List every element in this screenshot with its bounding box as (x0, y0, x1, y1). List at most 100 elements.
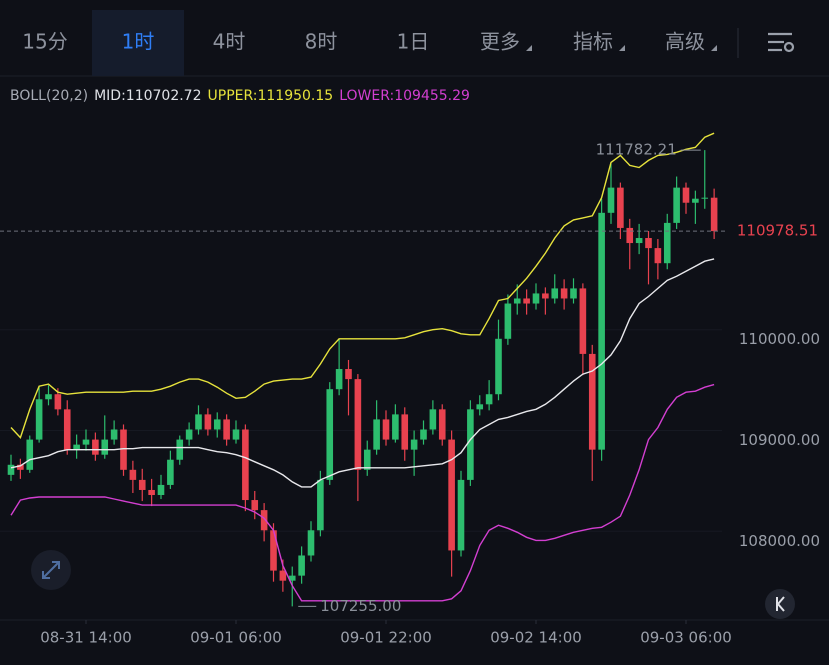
candle-body (607, 187, 615, 213)
candle-body (317, 479, 324, 531)
candle-body (663, 222, 671, 264)
candle-body (157, 484, 165, 496)
candle-body (148, 489, 155, 496)
candle-body (523, 298, 530, 304)
candle-body (270, 530, 277, 571)
candle-body (354, 379, 362, 470)
indicator-name: BOLL(20,2) (10, 88, 88, 104)
mid-label: MID:110702.72 (94, 88, 201, 104)
tab[interactable]: 更多 (480, 30, 520, 54)
candle-body (223, 419, 230, 440)
x-tick-label: 09-02 14:00 (490, 629, 582, 647)
candle-body (345, 369, 352, 380)
dropdown-triangle (526, 45, 532, 51)
back-to-latest-button[interactable] (765, 589, 795, 619)
candle-body (138, 479, 146, 490)
candle-body (213, 419, 221, 430)
y-tick-label: 109000.00 (739, 431, 820, 449)
candle-body (504, 303, 512, 339)
boll-line (10, 383, 715, 602)
dropdown-triangle (711, 45, 717, 51)
candle-body (373, 419, 380, 450)
candle-body (129, 469, 137, 480)
tab[interactable]: 8时 (305, 30, 338, 54)
candle-body (420, 429, 427, 440)
tab[interactable]: 高级 (665, 30, 705, 54)
candle-body (673, 187, 680, 223)
candle-body (467, 409, 474, 480)
candle-body (63, 409, 71, 450)
settings-icon[interactable] (768, 32, 795, 53)
candle-body (495, 338, 502, 395)
candle-body (570, 288, 577, 299)
candle-body (26, 439, 34, 470)
y-tick-label: 108000.00 (739, 532, 820, 550)
candle-body (251, 500, 259, 511)
candle-body (485, 394, 493, 405)
candle-body (82, 439, 90, 445)
candle-body (167, 459, 174, 485)
candle-body (551, 288, 559, 299)
last-price-label: 110978.51 (737, 222, 818, 240)
candle-body (101, 439, 109, 455)
candle-body (579, 288, 587, 354)
candle-body (335, 369, 343, 390)
candle-body (457, 479, 465, 551)
indicator-legend: BOLL(20,2) MID:110702.72 UPPER:111950.15 LO… (10, 88, 470, 104)
expand-button[interactable] (31, 550, 71, 590)
candle-body (692, 198, 699, 203)
candle-body (682, 187, 690, 203)
candle-body (73, 444, 80, 450)
candle-body (260, 510, 268, 531)
tab[interactable]: 1日 (397, 30, 430, 54)
candle-body (232, 429, 240, 440)
tab[interactable]: 指标 (573, 30, 613, 54)
candle-body (635, 238, 643, 244)
tab[interactable]: 15分 (22, 30, 67, 54)
candle-body (110, 429, 118, 440)
lower-label: LOWER:109455.29 (339, 88, 470, 104)
candle-body (645, 238, 652, 249)
candle-body (710, 197, 718, 232)
candle-body (242, 429, 249, 501)
candle-body (307, 530, 315, 556)
candle-body (17, 464, 24, 470)
candle-body (45, 394, 52, 400)
candle-body (429, 409, 437, 430)
candle-body (401, 414, 409, 450)
candle-body (54, 394, 62, 410)
candle-body (438, 409, 446, 440)
candle-body (195, 414, 202, 430)
candle-body (560, 288, 568, 299)
candle-body (476, 404, 484, 410)
candle-body (392, 414, 399, 440)
dropdown-triangle (619, 45, 625, 51)
candle-body (513, 298, 521, 304)
tab[interactable]: 4时 (213, 30, 246, 54)
boll-line (10, 132, 715, 439)
candle-body (288, 575, 296, 581)
candle-body (626, 227, 634, 244)
candle-body (448, 439, 455, 551)
min-label: 107255.00 (320, 597, 401, 615)
candle-body (382, 419, 390, 440)
candle-body (617, 187, 624, 228)
candle-body (7, 464, 15, 475)
candle-body (701, 197, 709, 199)
candle-body (92, 439, 99, 455)
candle-body (298, 555, 305, 576)
x-tick-label: 09-01 22:00 (340, 629, 432, 647)
candle-body (326, 389, 334, 480)
candle-body (185, 429, 193, 440)
candle-body (363, 449, 371, 470)
tab[interactable]: 1时 (122, 30, 155, 54)
candle-body (204, 414, 212, 430)
y-tick-label: 110000.00 (739, 330, 820, 348)
candle-body (176, 439, 184, 460)
candle-body (279, 570, 287, 581)
x-tick-label: 09-01 06:00 (190, 629, 282, 647)
max-label: 111782.21 (596, 141, 677, 159)
candle-body (532, 293, 540, 304)
